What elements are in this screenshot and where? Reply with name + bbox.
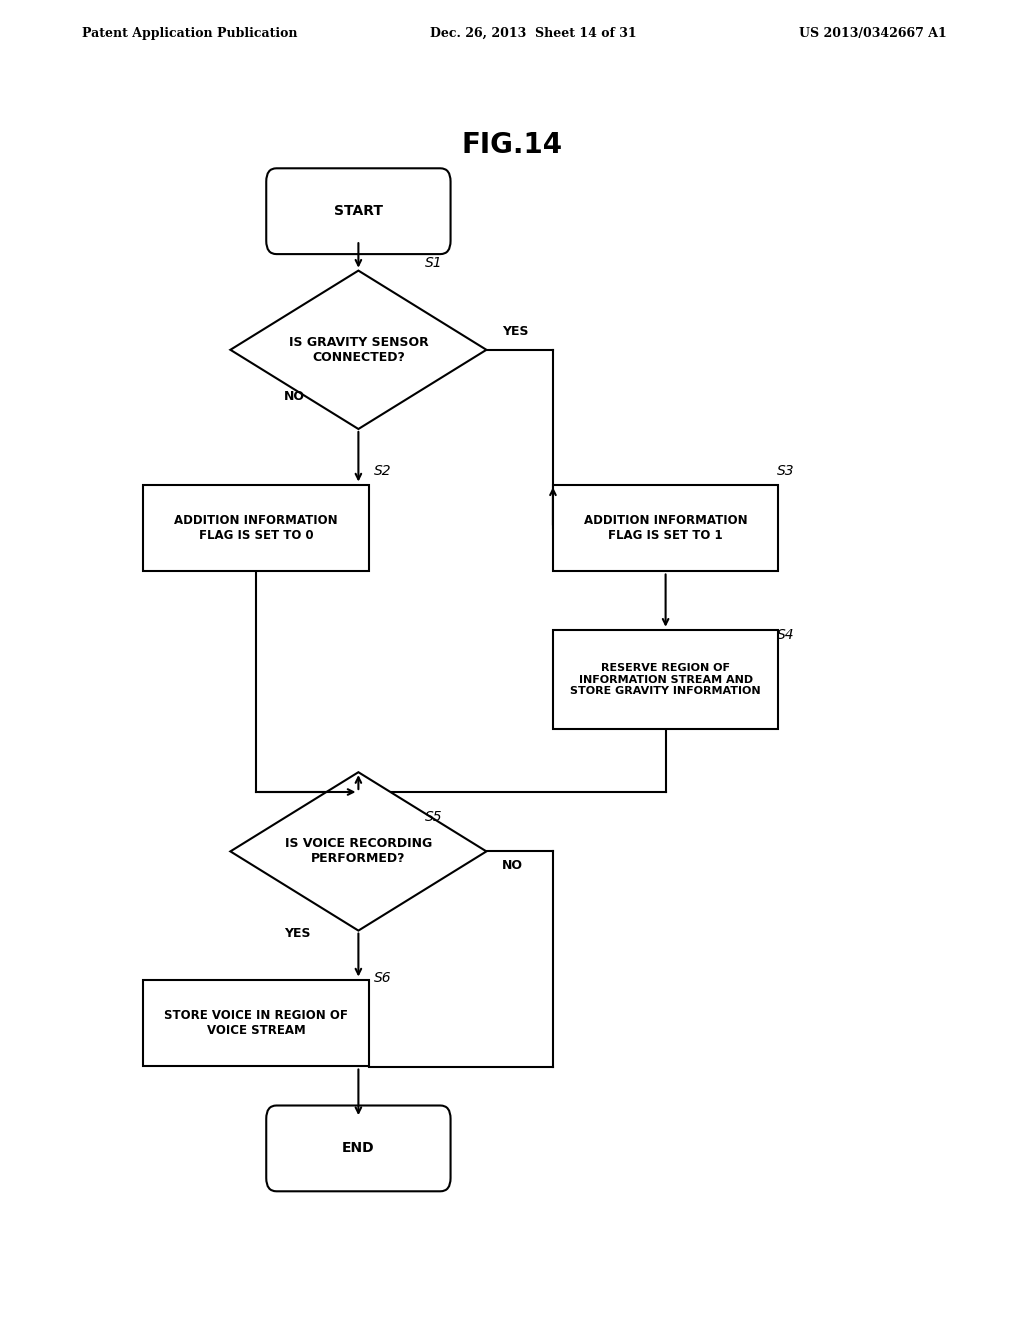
FancyBboxPatch shape [553, 484, 778, 570]
Text: FIG.14: FIG.14 [462, 131, 562, 160]
Polygon shape [230, 271, 486, 429]
Polygon shape [230, 772, 486, 931]
Text: S6: S6 [374, 972, 391, 985]
Text: NO: NO [502, 858, 523, 871]
FancyBboxPatch shape [143, 979, 369, 1067]
Text: START: START [334, 205, 383, 218]
FancyBboxPatch shape [266, 1105, 451, 1191]
Text: ADDITION INFORMATION
FLAG IS SET TO 0: ADDITION INFORMATION FLAG IS SET TO 0 [174, 513, 338, 543]
Text: US 2013/0342667 A1: US 2013/0342667 A1 [799, 26, 946, 40]
Text: IS VOICE RECORDING
PERFORMED?: IS VOICE RECORDING PERFORMED? [285, 837, 432, 866]
FancyBboxPatch shape [553, 631, 778, 729]
Text: NO: NO [284, 389, 305, 403]
Text: RESERVE REGION OF
INFORMATION STREAM AND
STORE GRAVITY INFORMATION: RESERVE REGION OF INFORMATION STREAM AND… [570, 663, 761, 697]
Text: S2: S2 [374, 465, 391, 478]
Text: END: END [342, 1142, 375, 1155]
Text: IS GRAVITY SENSOR
CONNECTED?: IS GRAVITY SENSOR CONNECTED? [289, 335, 428, 364]
Text: STORE VOICE IN REGION OF
VOICE STREAM: STORE VOICE IN REGION OF VOICE STREAM [164, 1008, 348, 1038]
Text: ADDITION INFORMATION
FLAG IS SET TO 1: ADDITION INFORMATION FLAG IS SET TO 1 [584, 513, 748, 543]
Text: S4: S4 [777, 628, 795, 642]
FancyBboxPatch shape [143, 484, 369, 570]
Text: Dec. 26, 2013  Sheet 14 of 31: Dec. 26, 2013 Sheet 14 of 31 [430, 26, 637, 40]
Text: YES: YES [284, 927, 310, 940]
Text: S3: S3 [777, 465, 795, 478]
Text: Patent Application Publication: Patent Application Publication [82, 26, 297, 40]
Text: S5: S5 [425, 810, 442, 824]
Text: S1: S1 [425, 256, 442, 269]
Text: YES: YES [502, 325, 528, 338]
FancyBboxPatch shape [266, 168, 451, 253]
